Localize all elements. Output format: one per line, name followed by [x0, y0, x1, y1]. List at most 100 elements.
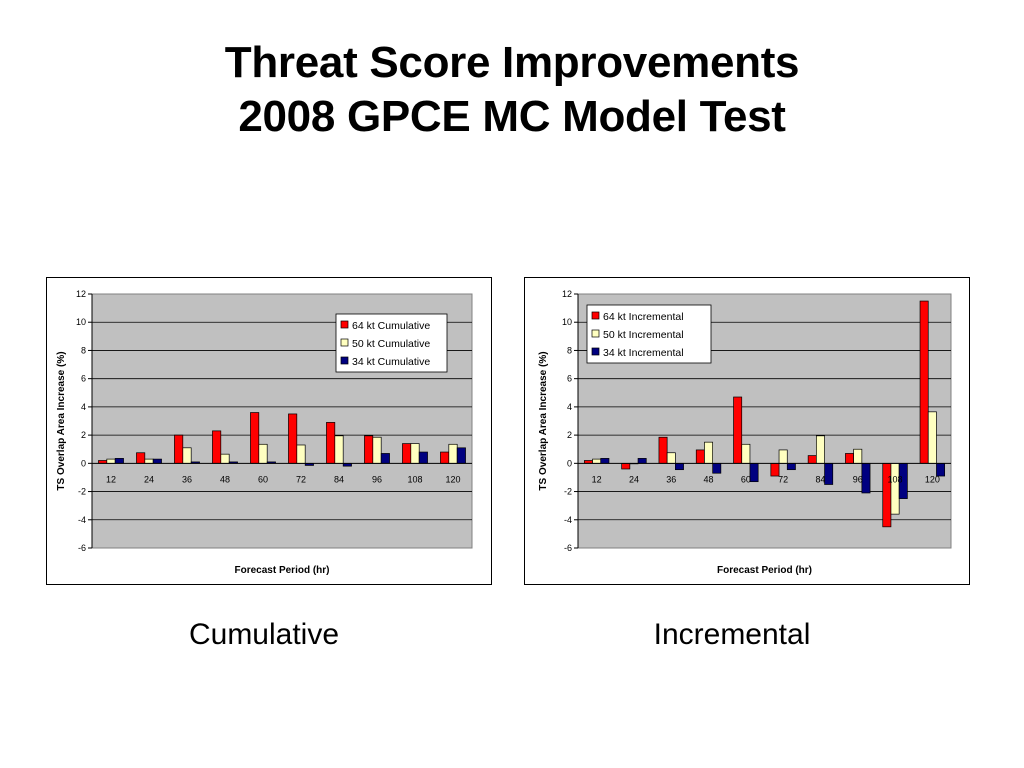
legend-swatch — [340, 356, 349, 365]
cumulative-bar-64kt-60 — [250, 412, 260, 464]
cumulative-bar-50kt-12 — [106, 458, 116, 464]
incremental-bar-64kt-84 — [807, 455, 817, 464]
incremental-bar-50kt-60 — [741, 443, 751, 464]
incremental-bar-34kt-12 — [600, 458, 610, 464]
y-tick-label: -6 — [78, 543, 86, 553]
x-tick-label: 120 — [925, 474, 940, 484]
legend-swatch — [340, 320, 349, 329]
cumulative-bar-50kt-24 — [144, 458, 154, 464]
x-tick-label: 96 — [372, 474, 382, 484]
cumulative-bar-64kt-36 — [174, 434, 184, 464]
legend-swatch — [591, 311, 600, 320]
y-tick-label: 6 — [81, 374, 86, 384]
x-tick-label: 108 — [888, 474, 903, 484]
y-tick-label: -6 — [564, 543, 572, 553]
x-axis-title: Forecast Period (hr) — [717, 565, 812, 576]
legend-swatch — [340, 338, 349, 347]
cumulative-bar-34kt-120 — [456, 447, 466, 464]
incremental-bar-50kt-96 — [853, 448, 863, 464]
cumulative-chart: 12 10 8 6 4 2 0 -2 -4 -6 12 24 36 48 60 72 84 96 108 120 For… — [46, 277, 492, 585]
cumulative-bar-50kt-96 — [372, 436, 382, 464]
incremental-bar-50kt-48 — [704, 441, 714, 464]
x-tick-label: 36 — [182, 474, 192, 484]
y-tick-label: 4 — [81, 402, 86, 412]
cumulative-bar-64kt-96 — [364, 435, 374, 464]
y-tick-label: 0 — [81, 458, 86, 468]
legend-label: 34 kt Incremental — [603, 347, 684, 359]
x-tick-label: 48 — [704, 474, 714, 484]
x-tick-label: 84 — [334, 474, 344, 484]
legend-label: 50 kt Incremental — [603, 329, 684, 341]
incremental-bar-64kt-24 — [621, 462, 631, 470]
y-tick-label: -2 — [564, 487, 572, 497]
y-tick-label: 6 — [567, 374, 572, 384]
cumulative-bar-64kt-72 — [288, 413, 298, 464]
incremental-bar-34kt-60 — [749, 462, 759, 483]
caption-incremental: Incremental — [653, 618, 811, 651]
x-tick-label: 12 — [106, 474, 116, 484]
cumulative-bar-50kt-72 — [296, 444, 306, 464]
incremental-chart: 12 10 8 6 4 2 0 -2 -4 -6 12 24 36 48 60 72 84 96 108 120 For… — [524, 277, 970, 585]
x-tick-label: 24 — [144, 474, 154, 484]
y-tick-label: -4 — [564, 515, 572, 525]
incremental-bar-34kt-36 — [675, 462, 684, 471]
y-axis-title: TS Overlap Area Increase (%) — [538, 351, 549, 490]
legend-swatch — [591, 347, 600, 356]
cumulative-bar-34kt-96 — [380, 453, 390, 464]
cumulative-bar-50kt-36 — [182, 447, 192, 464]
y-tick-label: -2 — [78, 487, 86, 497]
incremental-bar-64kt-36 — [658, 436, 668, 464]
incremental-bar-50kt-72 — [778, 449, 788, 464]
cumulative-bar-50kt-60 — [258, 443, 268, 464]
x-tick-label: 60 — [741, 474, 751, 484]
legend-label: 64 kt Incremental — [603, 311, 684, 323]
incremental-bar-34kt-48 — [712, 462, 722, 474]
incremental-bar-34kt-96 — [861, 462, 871, 494]
x-tick-label: 60 — [258, 474, 268, 484]
cumulative-bar-64kt-24 — [136, 452, 146, 464]
x-tick-label: 36 — [666, 474, 676, 484]
incremental-bar-34kt-24 — [637, 458, 647, 464]
incremental-bar-50kt-84 — [815, 435, 825, 464]
cumulative-bar-50kt-108 — [410, 443, 420, 464]
cumulative-bar-34kt-12 — [114, 458, 124, 464]
legend-box — [586, 304, 712, 364]
y-tick-label: 4 — [567, 402, 572, 412]
y-tick-label: 12 — [76, 289, 86, 299]
incremental-bar-64kt-120 — [919, 300, 929, 464]
title-line-1: Threat Score Improvements — [224, 38, 800, 87]
x-tick-label: 108 — [407, 474, 422, 484]
incremental-bar-50kt-12 — [592, 458, 602, 464]
cumulative-bar-50kt-48 — [220, 453, 230, 464]
legend-label: 50 kt Cumulative — [352, 338, 430, 350]
incremental-bar-34kt-84 — [824, 462, 834, 485]
y-axis-title: TS Overlap Area Increase (%) — [56, 351, 67, 490]
y-tick-label: 2 — [567, 430, 572, 440]
cumulative-bar-34kt-108 — [418, 451, 428, 464]
x-tick-label: 84 — [815, 474, 825, 484]
incremental-bar-50kt-108 — [890, 462, 900, 515]
legend-swatch — [591, 329, 600, 338]
legend-box — [335, 313, 448, 373]
incremental-bar-64kt-96 — [845, 453, 854, 464]
y-tick-label: -4 — [78, 515, 86, 525]
title-line-2: 2008 GPCE MC Model Test — [238, 92, 786, 141]
x-tick-label: 48 — [220, 474, 230, 484]
incremental-bar-64kt-60 — [733, 396, 743, 464]
incremental-bar-64kt-48 — [695, 449, 705, 464]
caption-cumulative: Cumulative — [188, 618, 340, 651]
y-tick-label: 8 — [567, 345, 572, 355]
cumulative-bar-64kt-120 — [440, 451, 450, 464]
x-tick-label: 120 — [445, 474, 460, 484]
cumulative-bar-64kt-108 — [402, 443, 412, 464]
cumulative-bar-34kt-24 — [152, 458, 162, 464]
incremental-bar-50kt-36 — [666, 452, 676, 464]
incremental-bar-34kt-72 — [786, 462, 796, 471]
x-tick-label: 12 — [592, 474, 602, 484]
y-tick-label: 0 — [567, 458, 572, 468]
y-tick-label: 10 — [562, 317, 572, 327]
legend-label: 64 kt Cumulative — [352, 320, 430, 332]
cumulative-bar-50kt-84 — [334, 435, 344, 464]
